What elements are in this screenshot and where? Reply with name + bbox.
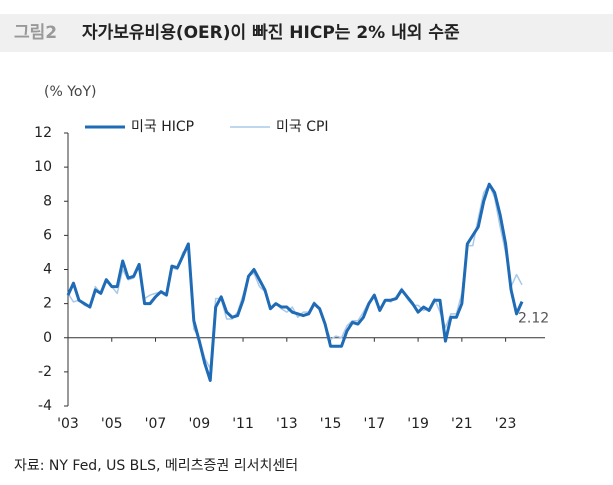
chart-title: 자가보유비용(OER)이 빠진 HICP는 2% 내외 수준 [82, 23, 460, 43]
x-tick-label: '05 [101, 416, 123, 432]
x-tick-label: '09 [188, 416, 210, 432]
y-tick-label: 8 [43, 193, 52, 209]
x-tick-label: '19 [407, 416, 429, 432]
x-tick-label: '07 [145, 416, 167, 432]
legend-label: 미국 CPI [276, 119, 329, 135]
y-tick-label: 10 [34, 159, 52, 175]
y-tick-label: 4 [43, 262, 52, 278]
y-axis-label: (% YoY) [44, 84, 97, 100]
title-bar [0, 14, 613, 52]
x-tick-label: '11 [232, 416, 254, 432]
figure-label: 그림2 [14, 23, 57, 43]
y-tick-label: 12 [34, 125, 52, 141]
x-tick-label: '17 [363, 416, 385, 432]
y-tick-label: 6 [43, 227, 52, 243]
x-tick-label: '23 [495, 416, 517, 432]
annotation: 2.12 [518, 311, 549, 327]
y-tick-label: -4 [38, 398, 52, 414]
x-tick-label: '15 [320, 416, 342, 432]
y-tick-label: -2 [38, 364, 52, 380]
y-tick-label: 2 [43, 296, 52, 312]
series-line [66, 182, 524, 382]
series-line [67, 183, 523, 370]
x-tick-label: '03 [57, 416, 79, 432]
x-tick-label: '21 [451, 416, 473, 432]
legend-label: 미국 HICP [131, 119, 194, 135]
y-tick-label: 0 [43, 330, 52, 346]
source: 자료: NY Fed, US BLS, 메리츠증권 리서치센터 [14, 458, 298, 474]
x-tick-label: '13 [276, 416, 298, 432]
